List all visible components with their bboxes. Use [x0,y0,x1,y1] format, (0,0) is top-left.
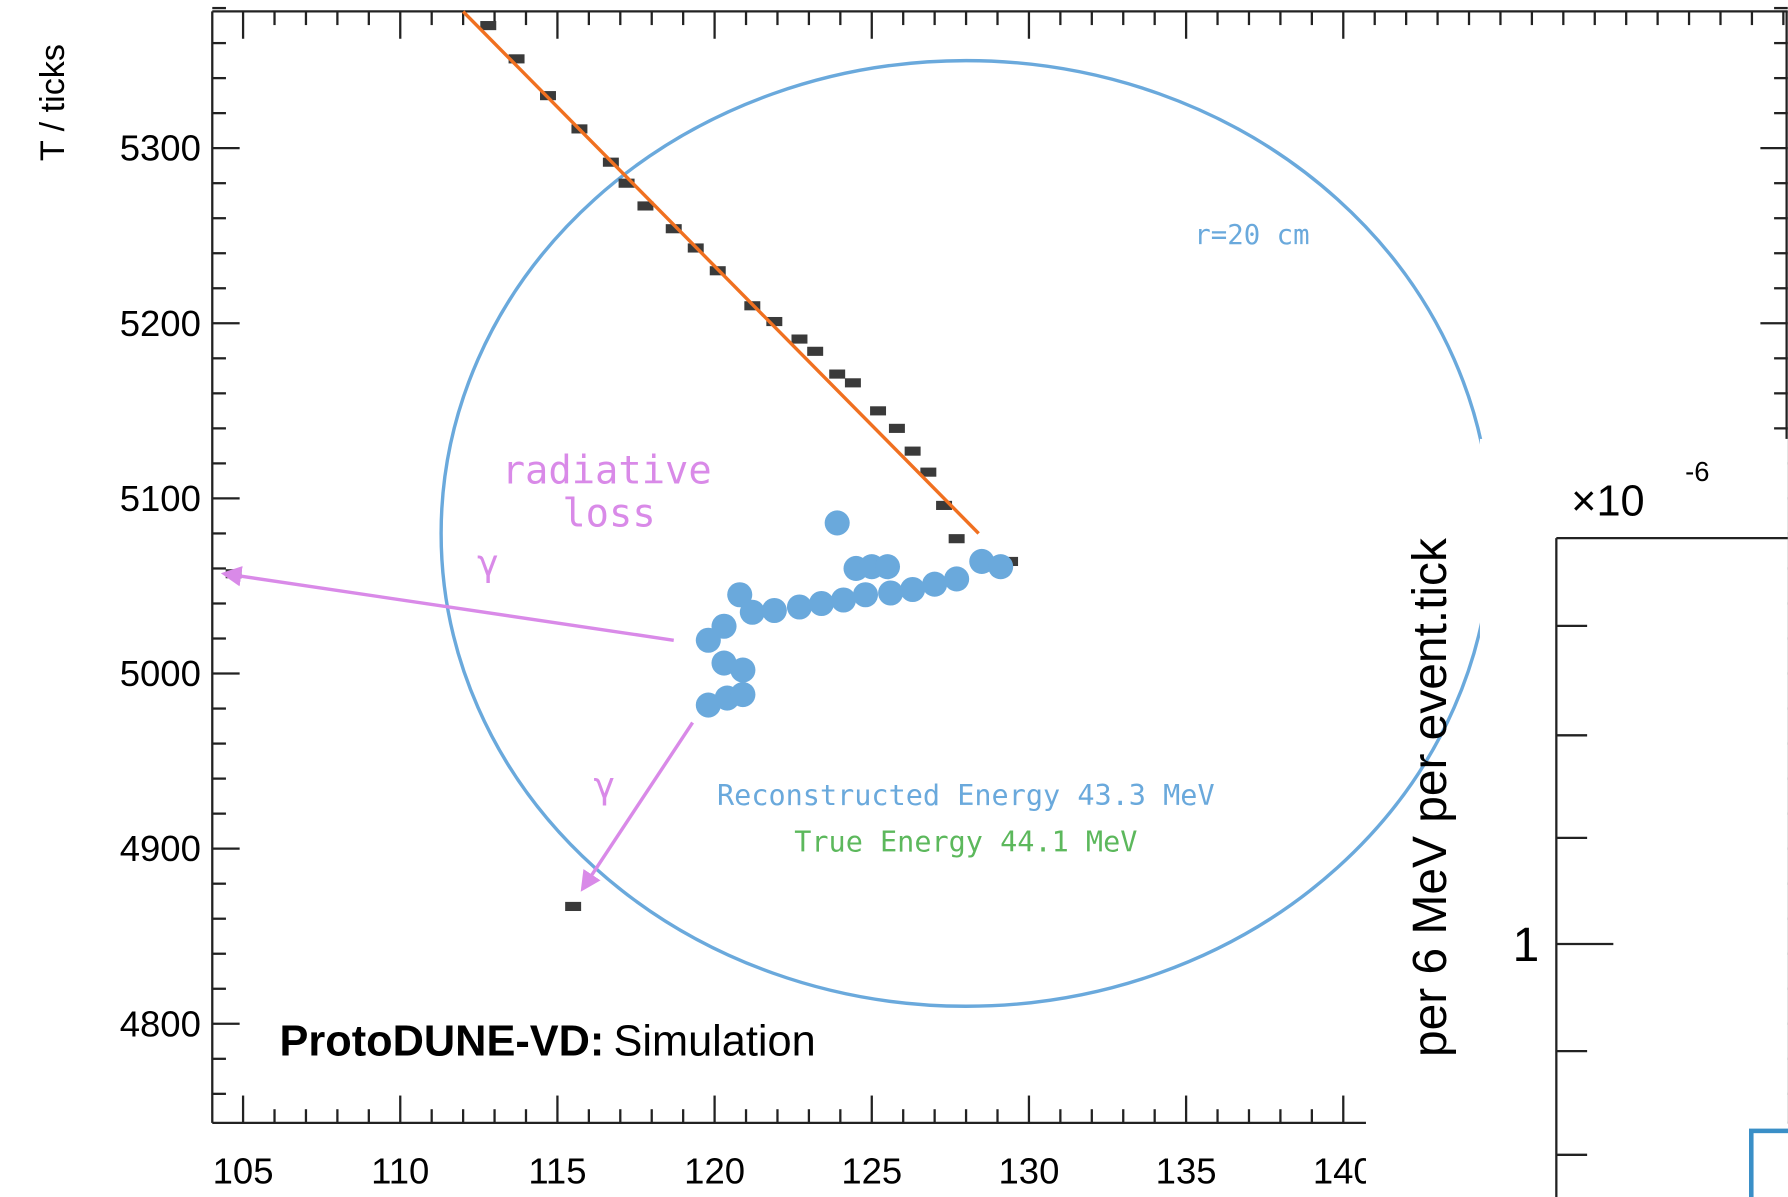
x-tick-label: 135 [1156,1150,1217,1191]
fit-line [461,10,980,535]
x-tick-label: 105 [213,1150,274,1191]
x-tick-label: 130 [999,1150,1060,1191]
x-tick-label: 115 [528,1150,586,1191]
hit [844,378,861,388]
y-tick-label: 1 [1513,919,1540,972]
hit [618,178,635,188]
reco-point [730,682,756,708]
reco-point [711,613,737,639]
y-tick-label: 4900 [120,828,201,869]
multiplier-exponent: -6 [1685,456,1709,487]
y-tick-label: 5200 [120,303,201,344]
multiplier-base: ×10 [1571,477,1644,525]
hit [508,54,525,64]
hit [948,534,965,544]
x-tick-label: 140 [1313,1150,1374,1191]
y-axis-label: T / ticks [34,44,72,161]
reco-point [824,510,850,536]
experiment-stage: Simulation [613,1018,815,1066]
reco-point [852,582,879,608]
panel-background [1479,438,1788,1197]
annotation: radiative [502,448,712,493]
hit [480,21,497,31]
experiment-name: ProtoDUNE-VD: [280,1018,605,1066]
y-tick-label: 5300 [120,128,201,169]
hit [637,201,654,211]
reco-point [808,590,835,617]
reco-point [711,650,737,676]
x-tick-label: 125 [841,1150,902,1191]
annotation: Reconstructed Energy 43.3 MeV [717,779,1215,812]
reco-point [830,587,857,613]
gamma-label: γ [593,764,615,807]
y-tick-label: 4800 [120,1003,201,1044]
panel-background [1365,843,1492,1197]
reco-point [988,554,1014,580]
histogram-box [1748,1128,1788,1197]
hit [766,316,783,327]
annotation: loss [562,492,655,537]
gamma-label: γ [477,542,499,585]
hit [829,369,846,379]
hit [936,500,953,510]
inset-chart: ×10 -6 per 6 MeV per event.tick 1 [1365,438,1788,1197]
y-axis-label: per 6 MeV per event.tick [1404,538,1457,1057]
reco-point [874,554,901,580]
gamma-arrow [220,566,674,642]
annotation: True Energy 44.1 MeV [794,826,1137,859]
y-tick-label: 5000 [120,653,201,694]
reco-point [730,657,756,683]
circle-label: r=20 cm [1194,220,1309,251]
reco-point [922,571,948,597]
reco-point [969,548,995,574]
reco-point [944,566,970,592]
hit [565,901,582,912]
reco-point [695,692,721,718]
reco-point [727,582,753,608]
x-tick-label: 110 [371,1150,429,1191]
reco-point [900,576,926,603]
reco-point [761,597,787,624]
reco-point [878,580,904,606]
hit [888,423,905,433]
hit [665,224,682,234]
hit [904,446,921,456]
y-tick-label: 5100 [120,478,201,519]
hit [807,346,824,356]
gamma-arrow [580,721,695,892]
reco-point [739,599,765,625]
reco-point [786,594,813,620]
x-tick-label: 120 [684,1150,745,1191]
hit [870,406,887,416]
hit [920,467,937,477]
experiment-label: ProtoDUNE-VD: Simulation [280,1018,816,1066]
hit [791,334,808,344]
